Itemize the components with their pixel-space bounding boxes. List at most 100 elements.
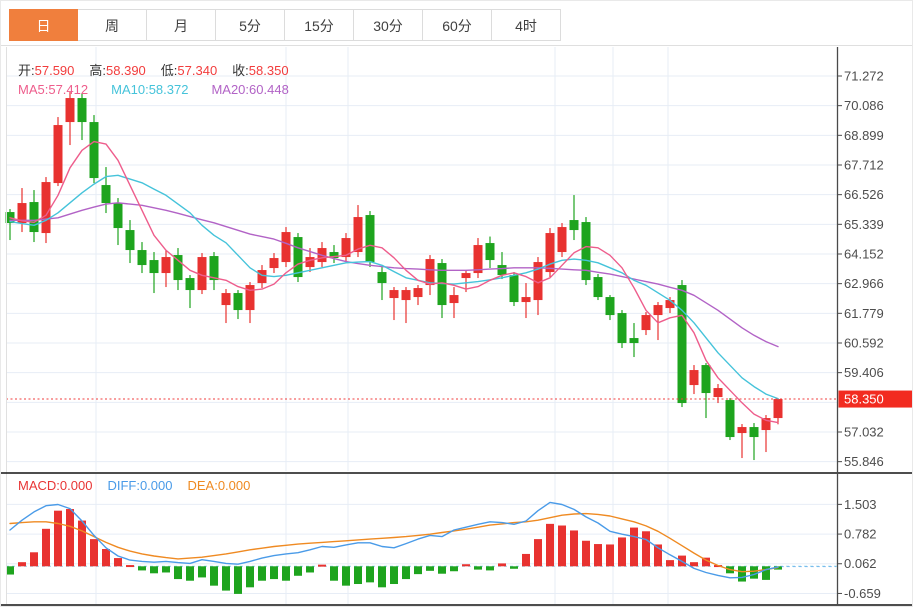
candle-body [713,388,723,398]
candle-body [401,290,411,301]
candle-body [113,203,123,229]
candle-body [425,259,435,286]
candle-body [89,122,99,179]
candles [5,92,783,461]
macd-bar [618,537,626,567]
macd-bar [114,558,122,567]
macd-bar [522,553,530,567]
macd-bar [510,566,518,569]
macd-bar [222,566,230,591]
candle-body [281,232,291,263]
macd-bar [270,566,278,580]
macd-bar [18,562,26,567]
macd-histogram [6,509,782,594]
ma20-line [9,202,779,348]
macd-bar [150,566,158,574]
macd-bar [426,566,434,571]
macd-bar [498,563,506,567]
candle-body [185,278,195,291]
macd-bar [642,531,650,567]
macd-bar [102,548,110,567]
macd-bar [702,557,710,567]
macd-bar [294,566,302,576]
candle-body [41,182,51,234]
candle-body [677,285,687,404]
price-tick-label: 62.966 [844,276,884,291]
candle-body [629,338,639,344]
candle-body [473,245,483,274]
current-price-value: 58.350 [844,392,884,407]
candle-body [125,230,135,251]
macd-bar [246,566,254,588]
price-axis: 71.272 70.086 68.899 67.712 66.526 65.339 64.1… [837,69,884,601]
tab-60min[interactable]: 60分 [423,9,492,41]
macd-bar [402,566,410,580]
tab-4hour[interactable]: 4时 [492,9,561,41]
candle-body [53,125,63,184]
open-label: 开: [18,63,35,78]
candle-body [221,293,231,306]
high-label: 高: [89,63,107,78]
macd-bar [390,566,398,585]
candle-body [77,98,87,123]
macd-bar [258,566,266,581]
ohlc-legend-low: 低:57.340 [161,63,217,78]
candle-body [737,427,747,434]
macd-bar [570,530,578,567]
tab-day[interactable]: 日 [9,9,78,41]
candle-body [557,227,567,253]
ma-legend-ma20: MA20:60.448 [211,82,288,97]
macd-legend: MACD:0.000 DIFF:0.000 DEA:0.000 [18,478,265,493]
candle-body [641,315,651,331]
macd-bar [306,566,314,573]
candle-body [761,418,771,431]
macd-bar [210,566,218,586]
macd-legend-macd: MACD:0.000 [18,478,92,493]
macd-bar [474,566,482,570]
candle-body [665,300,675,309]
macd-bar [354,566,362,585]
high-value: 58.390 [106,63,146,78]
candle-body [461,273,471,279]
macd-bar [174,566,182,580]
macd-bar [42,528,50,567]
price-tick-label: 60.592 [844,336,884,351]
candle-body [329,252,339,259]
candle-body [497,265,507,276]
macd-bar [318,564,326,567]
candle-body [689,370,699,386]
candle-body [305,257,315,268]
price-tick-label: 59.406 [844,365,884,380]
price-chart [5,92,837,461]
dea-value: 0.000 [217,478,251,493]
ma-legend-ma5: MA5:57.412 [18,82,88,97]
price-tick-label: 65.339 [844,217,884,232]
tab-week[interactable]: 周 [78,9,147,41]
macd-bar [366,566,374,583]
macd-bar [762,566,770,580]
macd-legend-dea: DEA:0.000 [187,478,250,493]
tab-5min[interactable]: 5分 [216,9,285,41]
macd-bar [78,520,86,567]
macd-bar [750,566,758,579]
macd-bar [330,566,338,581]
ma5-value: 57.412 [48,82,89,97]
tab-30min[interactable]: 30分 [354,9,423,41]
diff-label: DIFF: [107,478,140,493]
macd-chart-plot-area[interactable] [6,474,837,605]
price-tick-label: 57.032 [844,425,884,440]
ma20-value: 60.448 [249,82,289,97]
candle-body [65,98,75,123]
macd-bar [90,539,98,567]
price-chart-plot-area[interactable] [6,47,837,471]
ma10-value: 58.372 [148,82,189,97]
macd-bar [450,566,458,572]
candle-body [593,277,603,298]
ma10-label: MA10: [111,82,149,97]
tab-15min[interactable]: 15分 [285,9,354,41]
macd-bar [594,544,602,567]
tab-month[interactable]: 月 [147,9,216,41]
macd-value: 0.000 [59,478,93,493]
candle-body [449,295,459,304]
gridlines [6,47,837,604]
